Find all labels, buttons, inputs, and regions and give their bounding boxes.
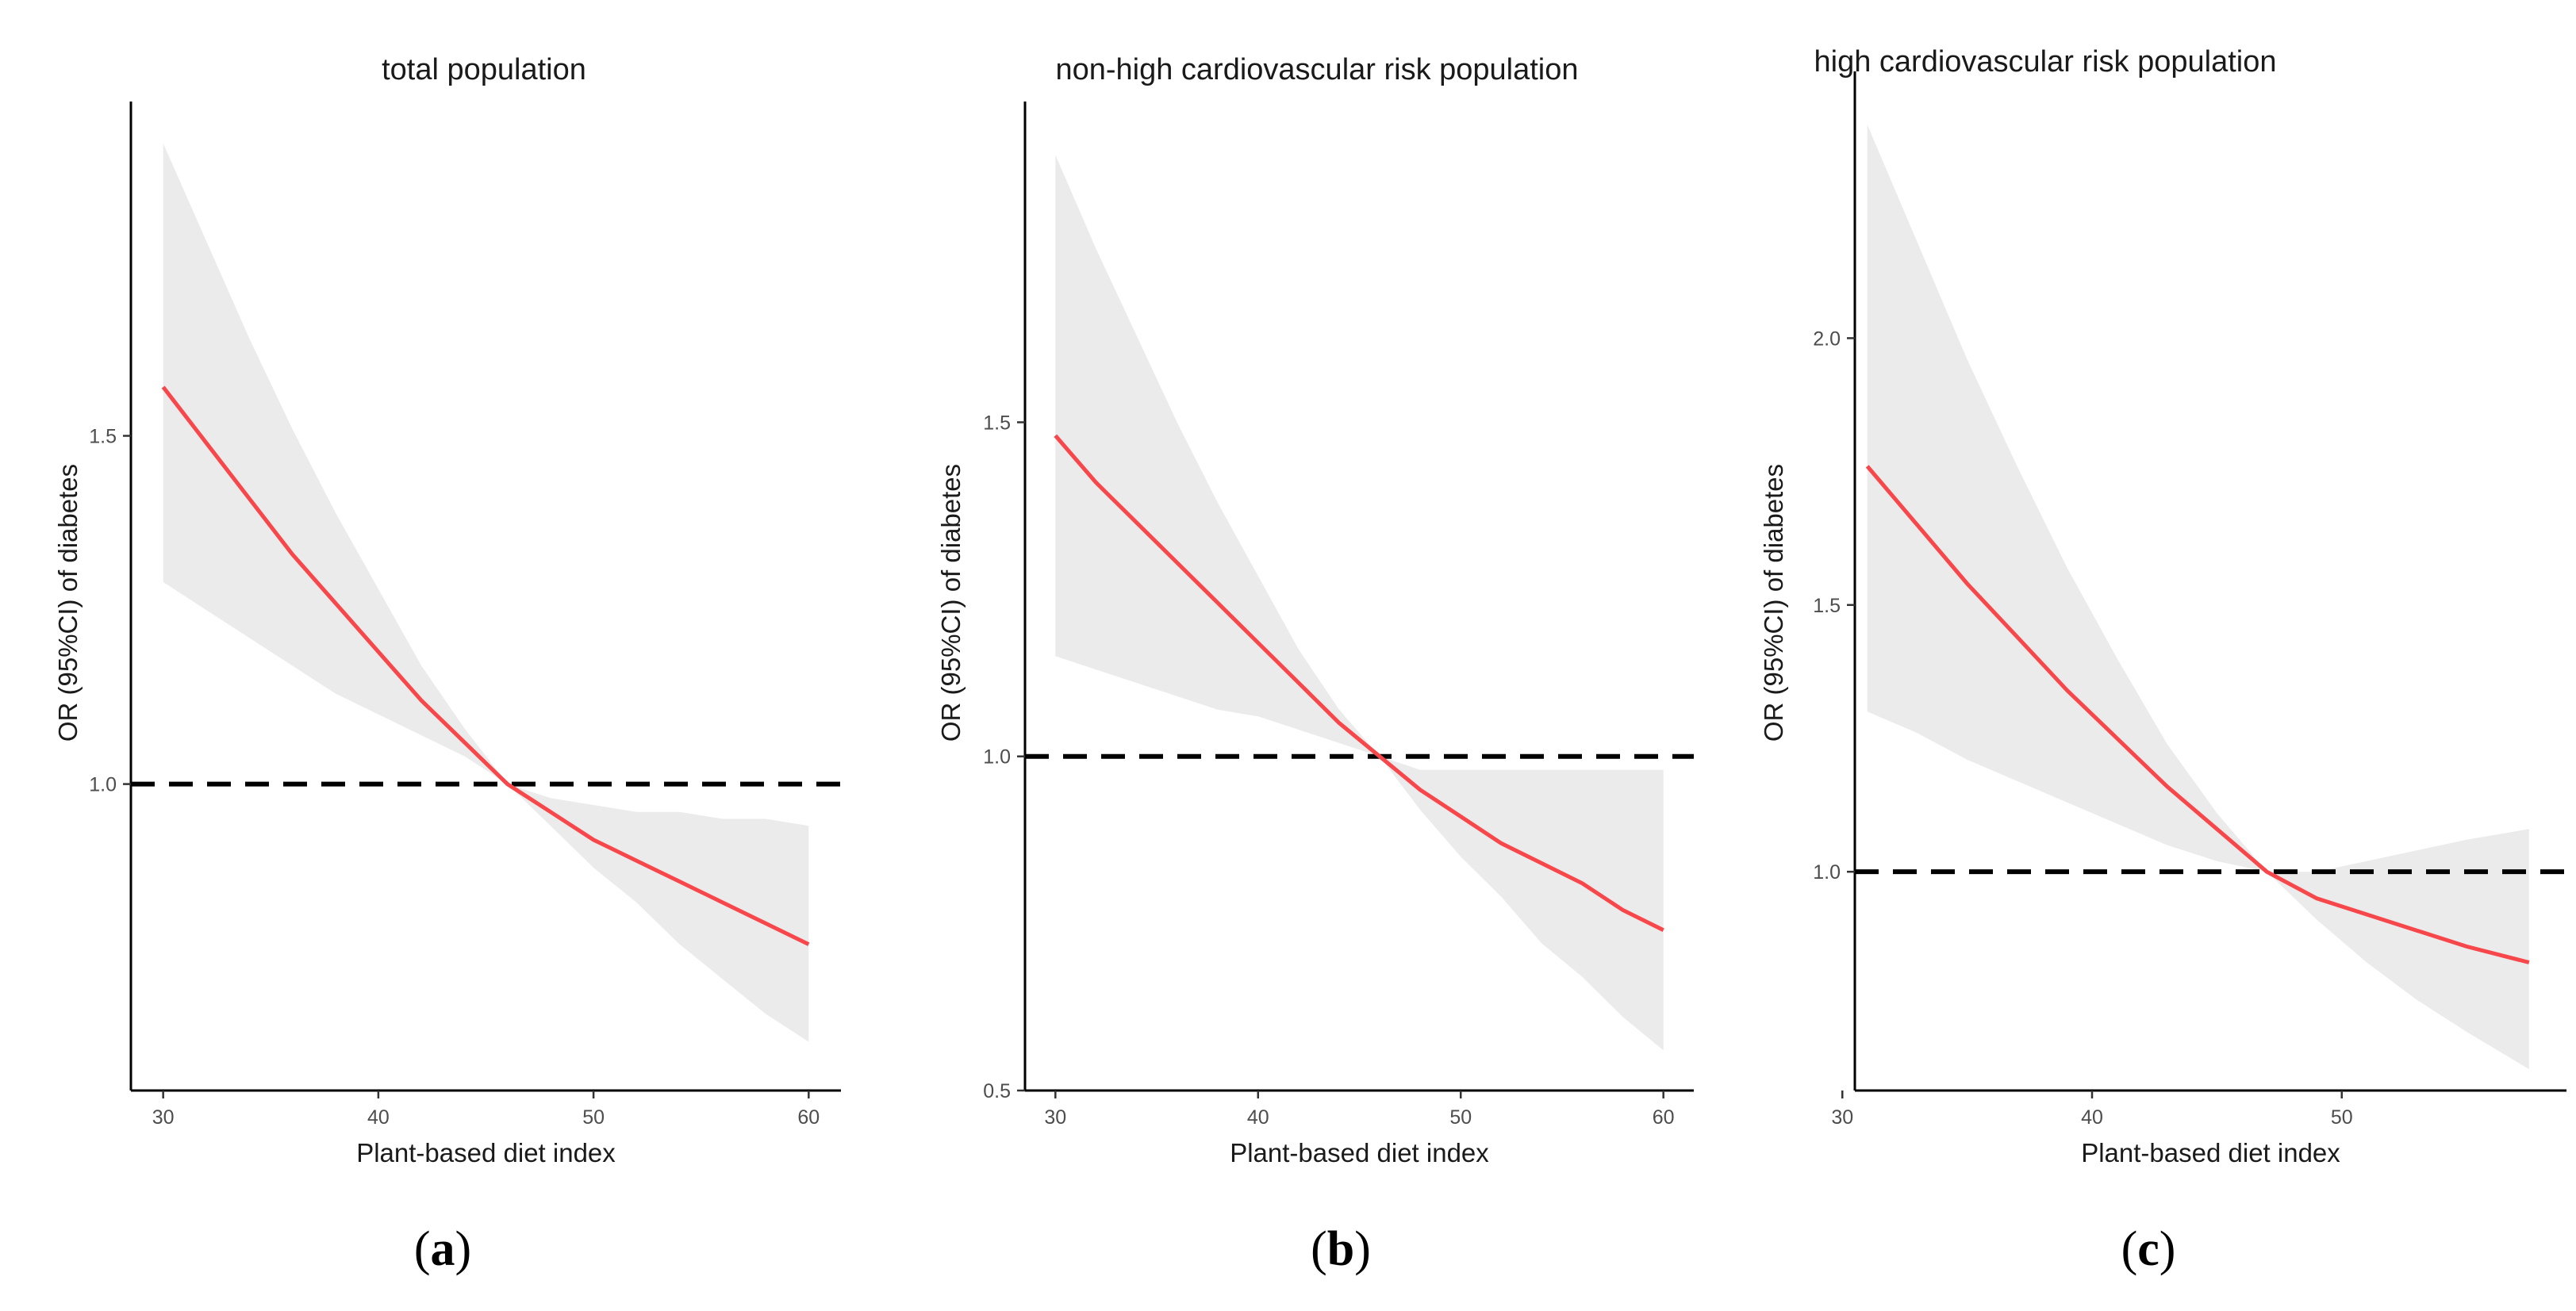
y-axis-label: OR (95%CI) of diabetes bbox=[936, 464, 966, 742]
x-tick-label: 60 bbox=[1653, 1106, 1675, 1129]
panel-caption: (a) bbox=[414, 1222, 471, 1276]
x-tick-label: 50 bbox=[1449, 1106, 1472, 1129]
x-tick-label: 40 bbox=[1247, 1106, 1269, 1129]
x-tick-label: 30 bbox=[1831, 1106, 1853, 1129]
y-tick-label: 1.0 bbox=[89, 774, 117, 796]
x-tick-label: 40 bbox=[367, 1106, 390, 1129]
x-axis-label: Plant-based diet index bbox=[356, 1138, 616, 1167]
chart-panel-c: 30 40 50 1.0 1.5 2.0 high cardiovascular risk … bbox=[1759, 45, 2566, 1276]
x-tick-label: 30 bbox=[1044, 1106, 1066, 1129]
or-curve bbox=[1865, 465, 2530, 964]
or-curve bbox=[1054, 434, 1664, 933]
y-tick-label: 0.5 bbox=[983, 1080, 1011, 1102]
chart-panel-a: 30 40 50 60 1.0 1.5 total population Plant-base… bbox=[53, 53, 841, 1276]
panel-caption: (c) bbox=[2121, 1222, 2176, 1276]
x-axis-label: Plant-based diet index bbox=[2081, 1138, 2340, 1167]
y-tick-label: 2.0 bbox=[1813, 328, 1841, 350]
y-axis-label: OR (95%CI) of diabetes bbox=[1759, 464, 1788, 742]
panel-b: 30 40 50 60 0.5 1.0 1.5 non-high cardiovascular… bbox=[849, 0, 1714, 1311]
x-tick-label: 50 bbox=[2331, 1106, 2353, 1129]
ci-band bbox=[1055, 155, 1664, 1051]
x-tick-label: 60 bbox=[797, 1106, 820, 1129]
chart-panel-b: 30 40 50 60 0.5 1.0 1.5 non-high cardiovascular… bbox=[936, 53, 1694, 1276]
x-tick-label: 30 bbox=[152, 1106, 175, 1129]
y-tick-label: 1.0 bbox=[1813, 861, 1841, 884]
chart-title: non-high cardiovascular risk population bbox=[1055, 53, 1578, 86]
chart-title: high cardiovascular risk population bbox=[1814, 45, 2277, 79]
y-tick-label: 1.0 bbox=[983, 746, 1011, 769]
chart-title: total population bbox=[382, 53, 586, 86]
y-axis-label: OR (95%CI) of diabetes bbox=[53, 464, 83, 742]
y-tick-label: 1.5 bbox=[89, 426, 117, 448]
x-tick-label: 40 bbox=[2081, 1106, 2103, 1129]
x-tick-label: 50 bbox=[582, 1106, 605, 1129]
panel-caption: (b) bbox=[1311, 1222, 1371, 1276]
panel-a: 30 40 50 60 1.0 1.5 total population Plant-base… bbox=[0, 0, 849, 1311]
panel-c: 30 40 50 1.0 1.5 2.0 high cardiovascular risk … bbox=[1714, 0, 2576, 1311]
ci-band bbox=[163, 143, 809, 1042]
y-tick-label: 1.5 bbox=[1813, 595, 1841, 617]
ci-band bbox=[1867, 125, 2529, 1070]
or-curve bbox=[161, 385, 810, 946]
y-tick-label: 1.5 bbox=[983, 412, 1011, 434]
x-axis-label: Plant-based diet index bbox=[1230, 1138, 1489, 1167]
